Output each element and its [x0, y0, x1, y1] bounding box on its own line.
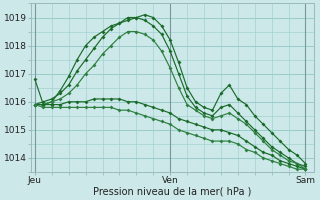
X-axis label: Pression niveau de la mer( hPa ): Pression niveau de la mer( hPa ): [93, 187, 252, 197]
